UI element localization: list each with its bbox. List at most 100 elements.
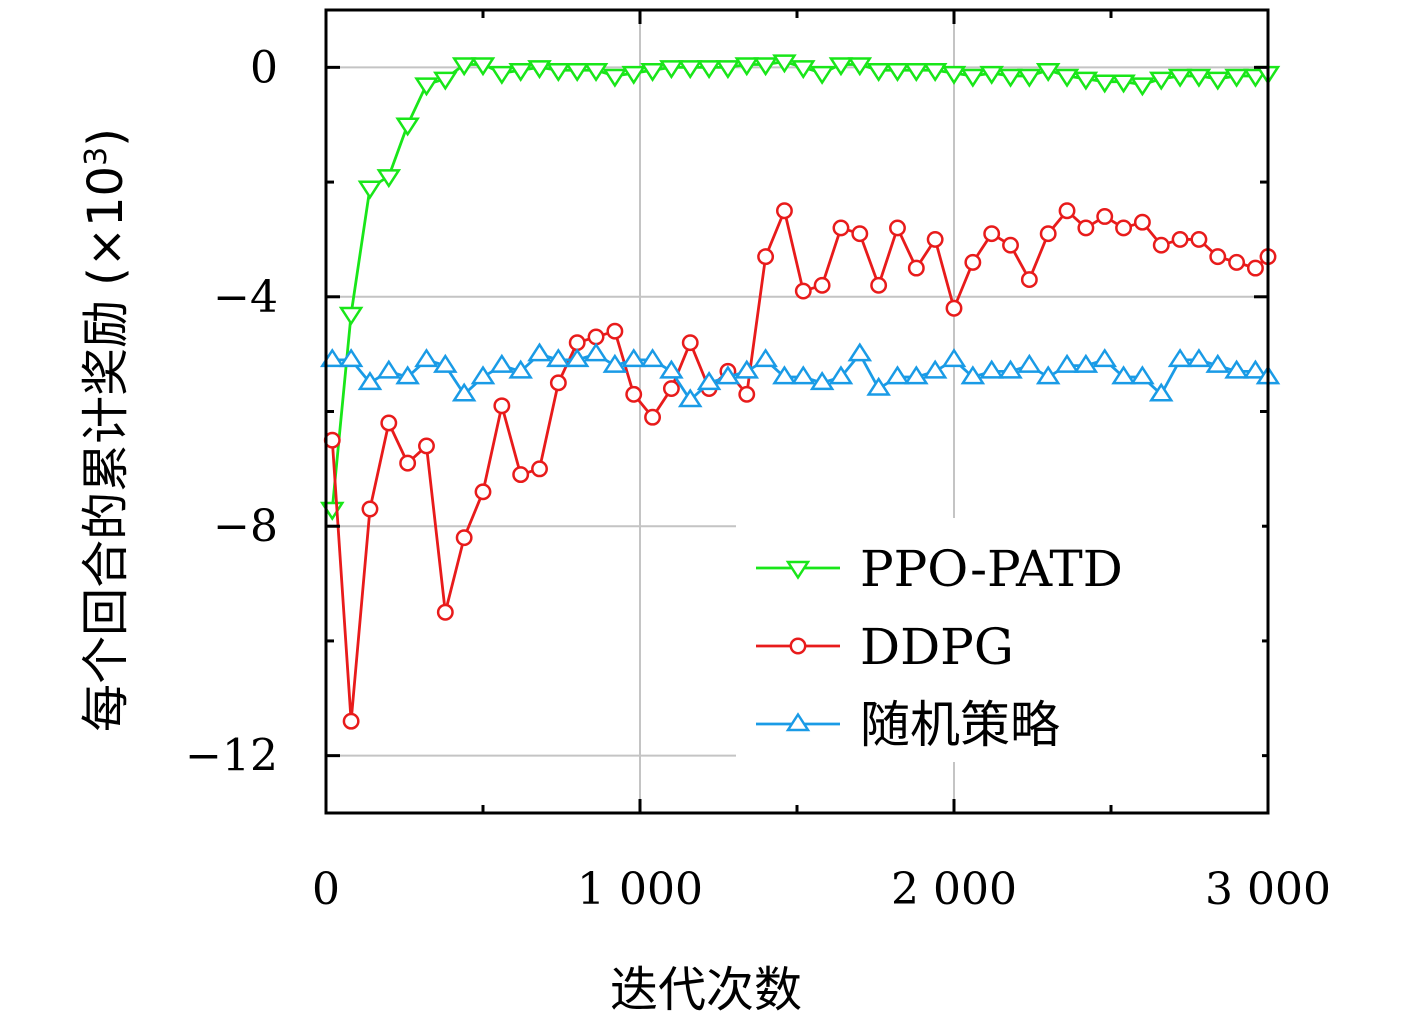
- data-point: [395, 365, 420, 385]
- data-point: [794, 282, 812, 300]
- data-point: [606, 322, 624, 340]
- data-point: [583, 62, 609, 83]
- data-point: [885, 365, 910, 385]
- data-point: [527, 342, 552, 362]
- data-point: [1035, 365, 1061, 385]
- data-point: [1152, 236, 1170, 254]
- data-point: [527, 60, 552, 80]
- legend-item: 随机策略: [756, 696, 1060, 754]
- data-point: [753, 57, 778, 77]
- data-point: [1115, 219, 1133, 237]
- data-point: [809, 65, 835, 85]
- data-point: [640, 62, 665, 83]
- data-point: [813, 276, 831, 294]
- legend-item: PPO-PATD: [756, 540, 1123, 598]
- data-point: [828, 57, 854, 77]
- data-point: [1133, 213, 1151, 231]
- data-point: [715, 60, 741, 80]
- data-point: [357, 180, 383, 200]
- data-point: [734, 57, 760, 77]
- data-point: [772, 365, 797, 385]
- data-point: [508, 62, 533, 83]
- data-point: [1054, 68, 1080, 88]
- data-point: [361, 500, 379, 518]
- data-point: [399, 454, 417, 472]
- data-point: [1243, 68, 1268, 88]
- data-point: [785, 560, 811, 580]
- data-point: [998, 359, 1023, 379]
- data-point: [418, 437, 435, 455]
- data-point: [564, 348, 590, 368]
- data-point: [376, 169, 402, 189]
- data-point: [1002, 236, 1019, 254]
- data-point: [342, 712, 360, 730]
- data-point: [866, 376, 891, 396]
- data-point: [945, 299, 963, 317]
- legend-box: [736, 518, 1262, 762]
- data-point: [1130, 77, 1155, 97]
- data-point: [455, 529, 473, 547]
- data-point: [1243, 359, 1268, 379]
- data-point: [1111, 74, 1136, 94]
- data-point: [1017, 68, 1042, 88]
- legend-label: PPO-PATD: [860, 540, 1123, 598]
- data-point: [640, 348, 665, 368]
- data-point: [1171, 230, 1189, 248]
- data-point: [489, 65, 515, 85]
- data-point: [907, 259, 925, 277]
- data-point: [1186, 68, 1212, 88]
- data-point: [470, 57, 496, 77]
- data-point: [662, 380, 680, 398]
- data-point: [866, 62, 891, 83]
- data-point: [568, 334, 586, 352]
- y-tick-label: −4: [213, 272, 278, 323]
- data-point: [753, 348, 778, 368]
- data-point: [1017, 353, 1042, 373]
- data-point: [474, 483, 492, 501]
- data-point: [904, 62, 929, 83]
- y-tick-label: 0: [250, 42, 278, 93]
- data-point: [1224, 68, 1249, 88]
- data-point: [789, 637, 807, 655]
- data-point: [677, 60, 703, 80]
- data-point: [1148, 382, 1174, 402]
- data-point: [602, 353, 628, 373]
- legend: PPO-PATD DDPG 随机策略: [736, 518, 1262, 762]
- series-2: [323, 202, 1277, 730]
- series-layer: [319, 54, 1281, 730]
- x-axis-title: 迭代次数: [610, 962, 802, 1018]
- data-point: [508, 359, 533, 379]
- data-point: [433, 353, 458, 373]
- series-3: [319, 342, 1281, 408]
- data-point: [470, 365, 496, 385]
- x-tick-label: 1 000: [577, 864, 703, 915]
- data-point: [546, 348, 571, 368]
- data-point: [851, 225, 869, 243]
- data-point: [1096, 208, 1114, 225]
- data-point: [998, 68, 1023, 88]
- data-point: [1073, 353, 1099, 373]
- data-point: [1039, 225, 1057, 243]
- data-point: [1111, 365, 1136, 385]
- data-point: [436, 603, 454, 621]
- data-point: [1092, 348, 1118, 368]
- data-point: [489, 353, 515, 373]
- data-point: [870, 276, 888, 294]
- data-point: [414, 348, 439, 368]
- data-point: [904, 365, 929, 385]
- data-point: [790, 365, 816, 385]
- data-point: [964, 253, 982, 271]
- data-point: [785, 712, 811, 732]
- data-point: [1228, 253, 1246, 271]
- data-point: [885, 62, 910, 83]
- data-point: [1058, 202, 1076, 220]
- data-point: [979, 359, 1004, 379]
- data-point: [1148, 71, 1174, 91]
- data-point: [696, 60, 722, 80]
- data-point: [772, 54, 797, 74]
- tick-labels: 0 1 000 2 000 3 000 0 −4 −8 −12: [185, 42, 1331, 915]
- data-point: [1130, 365, 1155, 385]
- data-point: [847, 57, 873, 77]
- data-point: [926, 230, 944, 248]
- data-point: [922, 359, 948, 379]
